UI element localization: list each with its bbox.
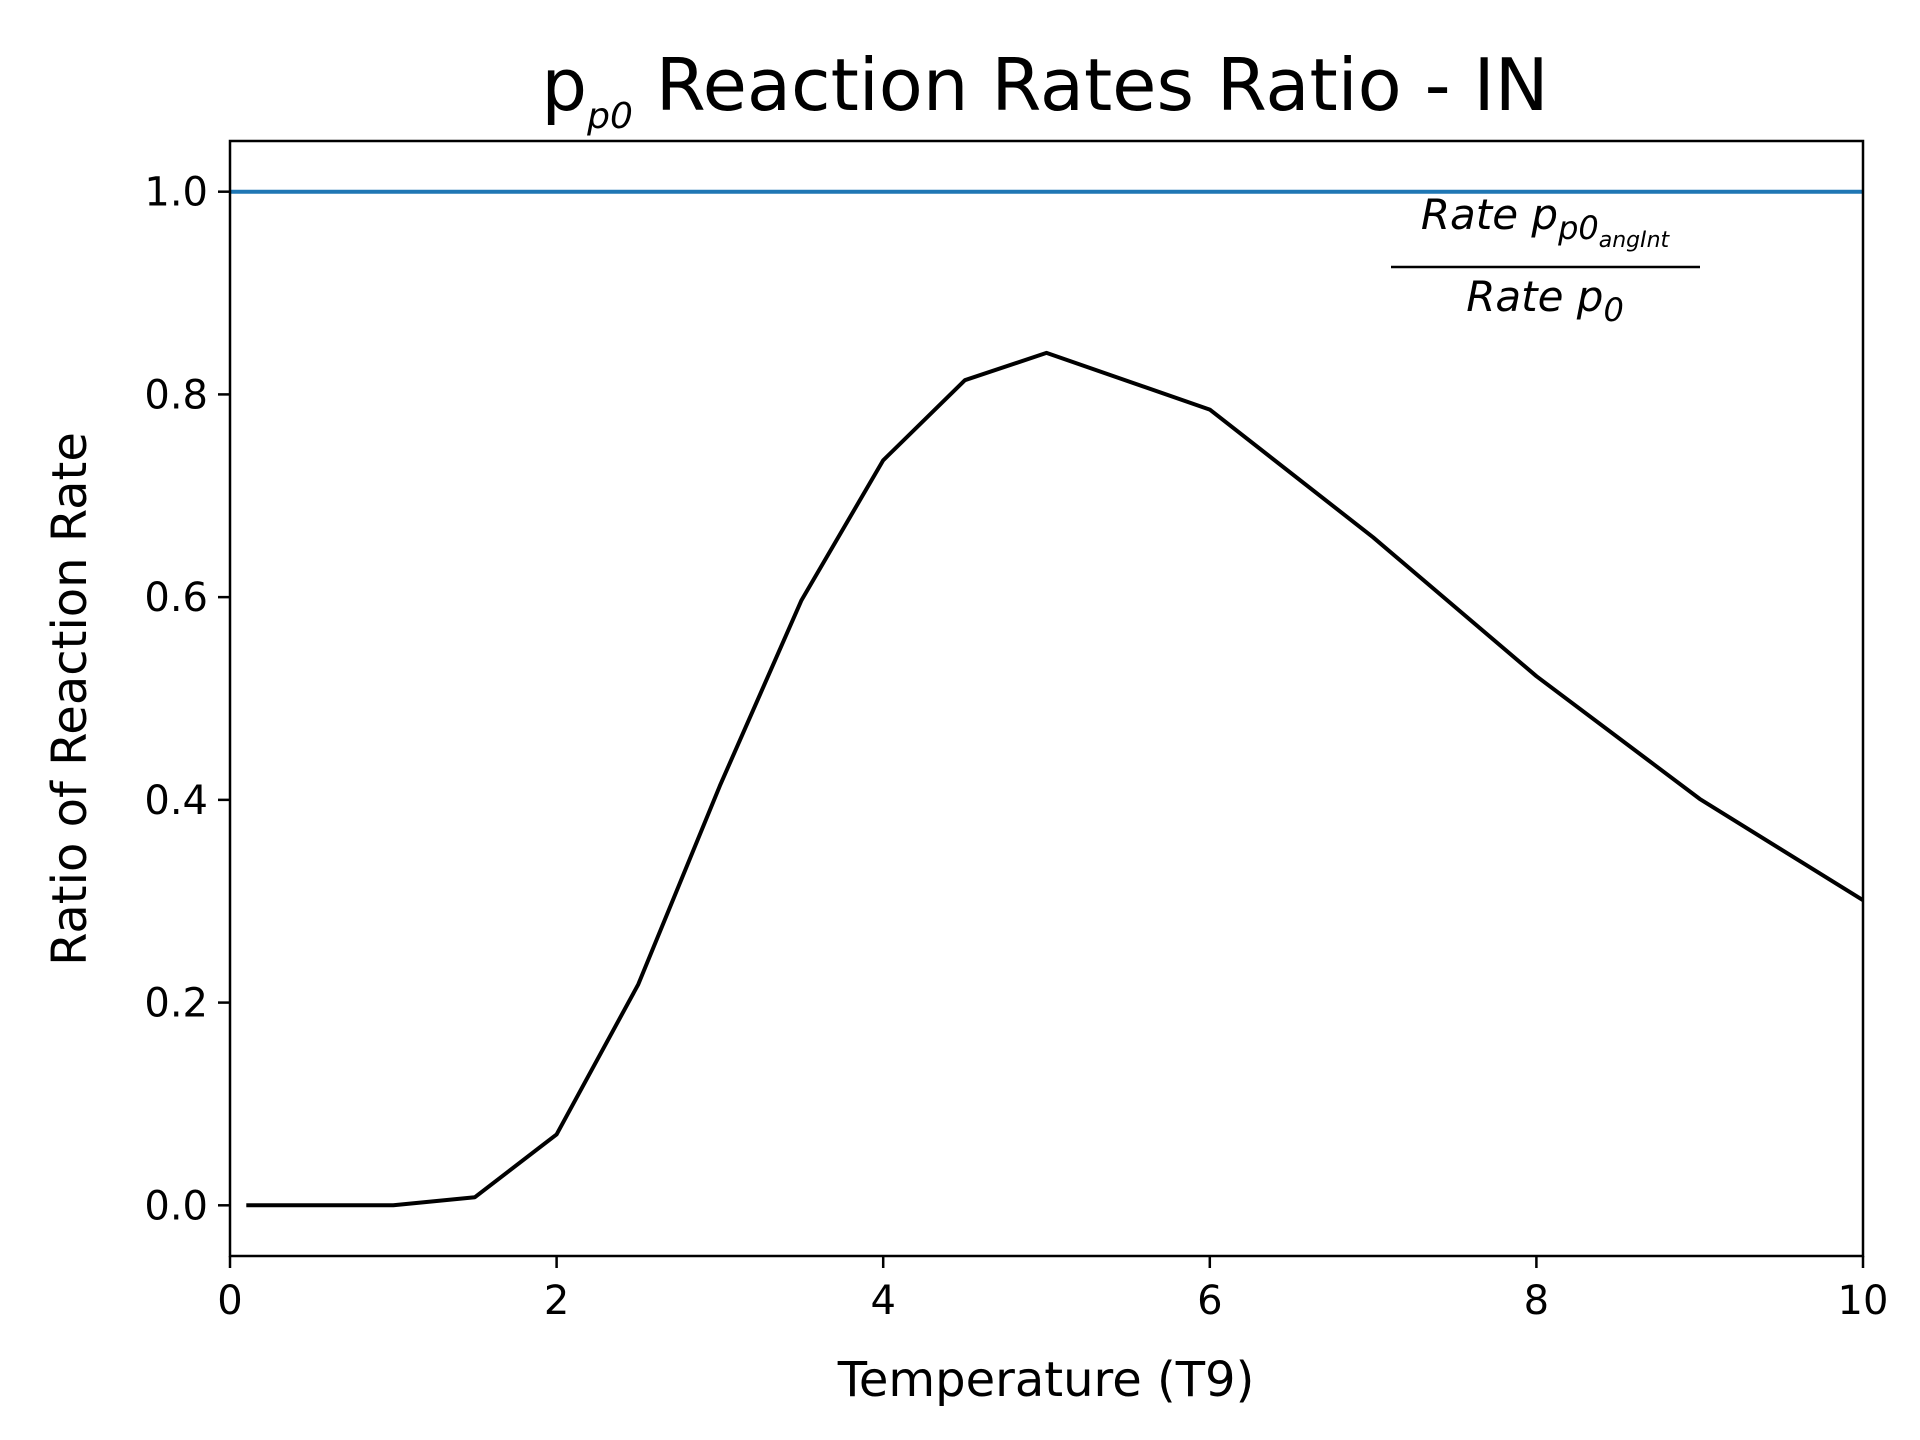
chart-title-main: p [541, 43, 587, 127]
annotation-numerator-subsub: angInt [1599, 228, 1671, 253]
x-axis-label: Temperature (T9) [837, 1352, 1255, 1408]
annotation-numerator-text: Rate p [1421, 190, 1558, 239]
y-tick-label: 0.4 [144, 778, 208, 824]
x-tick-label: 10 [1838, 1278, 1889, 1324]
annotation-numerator: Rate pp0angInt [1421, 190, 1671, 253]
y-tick-label: 1.0 [144, 170, 208, 216]
y-axis-label: Ratio of Reaction Rate [42, 432, 98, 966]
x-tick-label: 6 [1197, 1278, 1222, 1324]
chart-title-sub: p0 [586, 96, 633, 137]
y-tick-label: 0.2 [144, 981, 208, 1027]
annotation-denominator: Rate p0 [1466, 272, 1624, 329]
y-tick-label: 0.6 [144, 575, 208, 621]
plot-frame [228, 139, 1865, 1258]
x-tick-label: 4 [870, 1278, 895, 1324]
x-tick-label: 0 [217, 1278, 242, 1324]
annotation-numerator-sub: p0 [1557, 209, 1599, 247]
x-tick-label: 8 [1524, 1278, 1549, 1324]
x-tick-label: 2 [544, 1278, 569, 1324]
annotation-denominator-text: Rate p [1466, 272, 1603, 321]
series-data-line [246, 350, 1865, 1208]
ratio-annotation: Rate pp0angInt Rate p0 [1391, 190, 1700, 329]
y-tick-label: 0.0 [144, 1183, 208, 1229]
plot-area [230, 189, 1865, 1208]
chart-title-rest: Reaction Rates Ratio - IN [633, 43, 1549, 127]
chart-title: pp0 Reaction Rates Ratio - IN [541, 43, 1548, 137]
y-tick-label: 0.8 [144, 372, 208, 418]
annotation-denominator-sub: 0 [1603, 291, 1623, 329]
